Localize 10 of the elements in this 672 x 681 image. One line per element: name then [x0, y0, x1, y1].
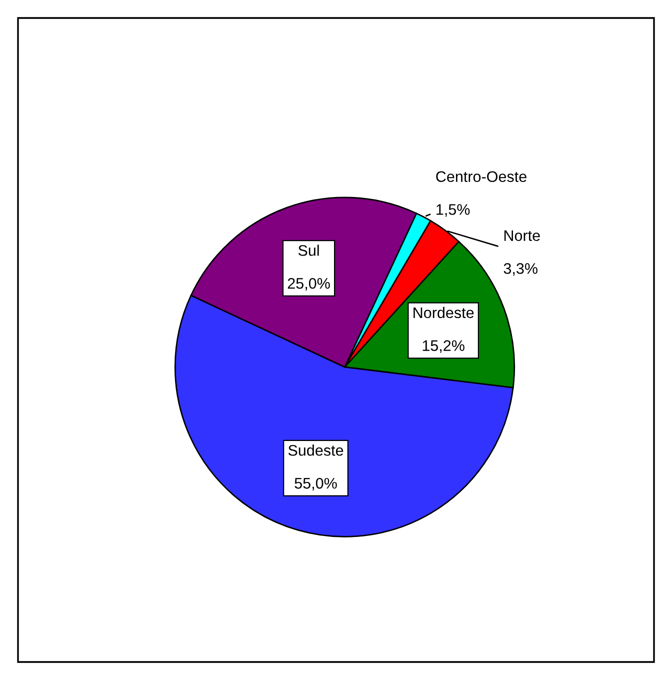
data-label: 55,0% [294, 478, 337, 490]
data-label: 15,2% [422, 340, 464, 353]
data-label: 3,3% [504, 263, 538, 276]
slice-label: Nordeste [414, 306, 474, 318]
slice-label: Norte [504, 230, 540, 242]
slice-label: Sul [298, 244, 319, 256]
data-label: 25,0% [288, 278, 330, 291]
slice-label: Centro-Oeste [436, 171, 526, 182]
slice-label: Sudeste [288, 444, 344, 456]
data-label: 1,5% [436, 204, 470, 217]
